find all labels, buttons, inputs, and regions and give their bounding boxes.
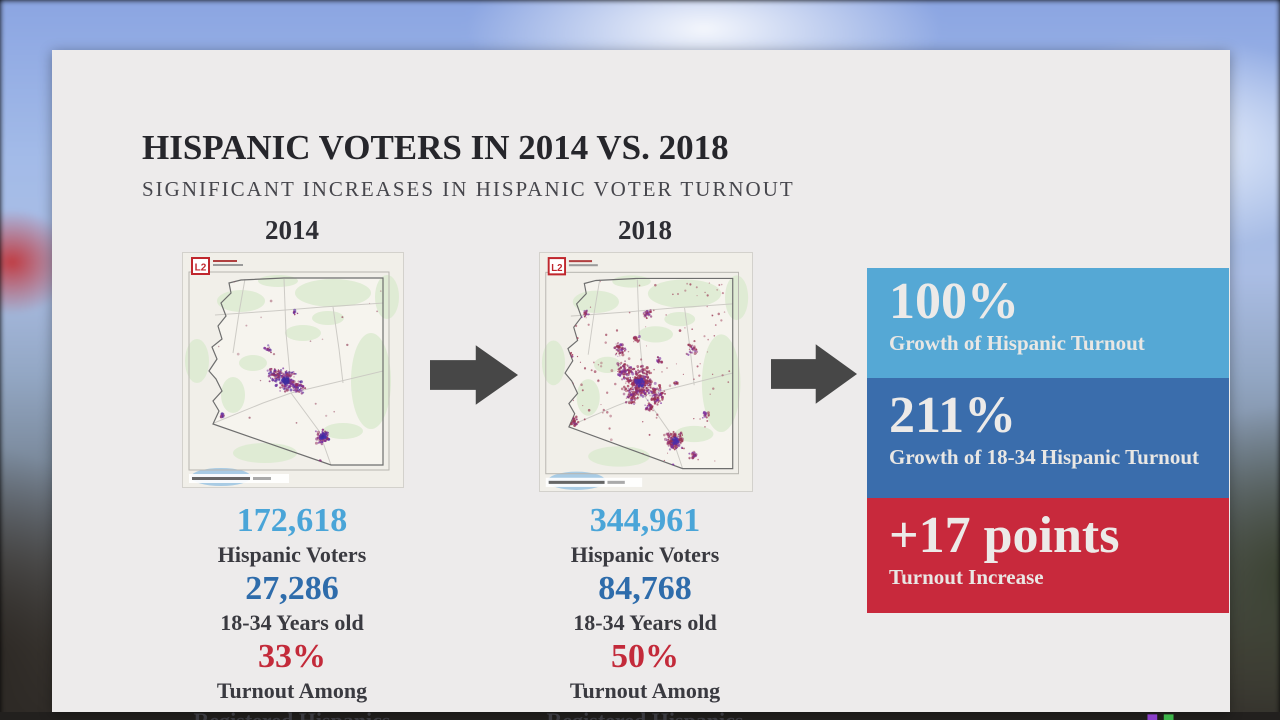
highlight-box-growth-young: 211% Growth of 18-34 Hispanic Turnout (867, 378, 1229, 498)
turnout-pct-2014: 33% (258, 638, 326, 675)
svg-text:L2: L2 (551, 263, 563, 274)
arizona-density-map-2014: L2 (183, 253, 403, 487)
turnout-label-line1-2018: Turnout Among (569, 678, 721, 703)
turnout-pct-2018: 50% (611, 638, 679, 675)
infographic-card: HISPANIC VOTERS IN 2014 VS. 2018 SIGNIFI… (52, 50, 1230, 720)
highlight-boxes: 100% Growth of Hispanic Turnout 211% Gro… (867, 268, 1229, 613)
highlight-value: +17 points (889, 507, 1120, 564)
l2-logo: L2 (547, 257, 598, 276)
young-label-2014: 18-34 Years old (220, 610, 364, 635)
voters-count-2014: 172,618 (236, 502, 348, 539)
young-label-2018: 18-34 Years old (573, 610, 717, 635)
stats-column-2018: 344,961 Hispanic Voters 84,768 18-34 Yea… (512, 502, 778, 720)
l2-logo: L2 (191, 257, 243, 275)
right-arrow-icon (430, 345, 518, 405)
bottom-dark-band (0, 712, 1280, 720)
year-label-2014: 2014 (265, 215, 319, 245)
stats-column-2014: 172,618 Hispanic Voters 27,286 18-34 Yea… (159, 502, 425, 720)
arizona-density-map-2018: L2 (540, 253, 752, 491)
highlight-label: Growth of Hispanic Turnout (889, 331, 1145, 355)
highlight-value: 211% (889, 387, 1017, 444)
highlight-box-growth-total: 100% Growth of Hispanic Turnout (867, 268, 1229, 378)
year-label-2018: 2018 (618, 215, 672, 245)
voters-label-2014: Hispanic Voters (217, 542, 367, 567)
young-count-2018: 84,768 (598, 570, 692, 607)
svg-text:L2: L2 (195, 263, 207, 274)
turnout-label-line2-2014: Registered Hispanics (159, 706, 425, 720)
map-container-2018: L2 (539, 252, 753, 492)
univision-u-icon (1147, 714, 1174, 720)
highlight-label: Growth of 18-34 Hispanic Turnout (889, 445, 1200, 469)
page-title: HISPANIC VOTERS IN 2014 VS. 2018 (142, 128, 729, 167)
voters-count-2018: 344,961 (589, 502, 701, 539)
page-subtitle: SIGNIFICANT INCREASES IN HISPANIC VOTER … (142, 177, 795, 201)
young-count-2014: 27,286 (245, 570, 339, 607)
turnout-label-line2-2018: Registered Hispanics (512, 706, 778, 720)
right-arrow-icon (771, 344, 857, 404)
highlight-value: 100% (889, 273, 1019, 330)
highlight-box-turnout-increase: +17 points Turnout Increase (867, 498, 1229, 613)
map-container-2014: L2 (182, 252, 404, 488)
turnout-label-line1-2014: Turnout Among (216, 678, 368, 703)
highlight-label: Turnout Increase (889, 565, 1044, 589)
voters-label-2018: Hispanic Voters (570, 542, 720, 567)
